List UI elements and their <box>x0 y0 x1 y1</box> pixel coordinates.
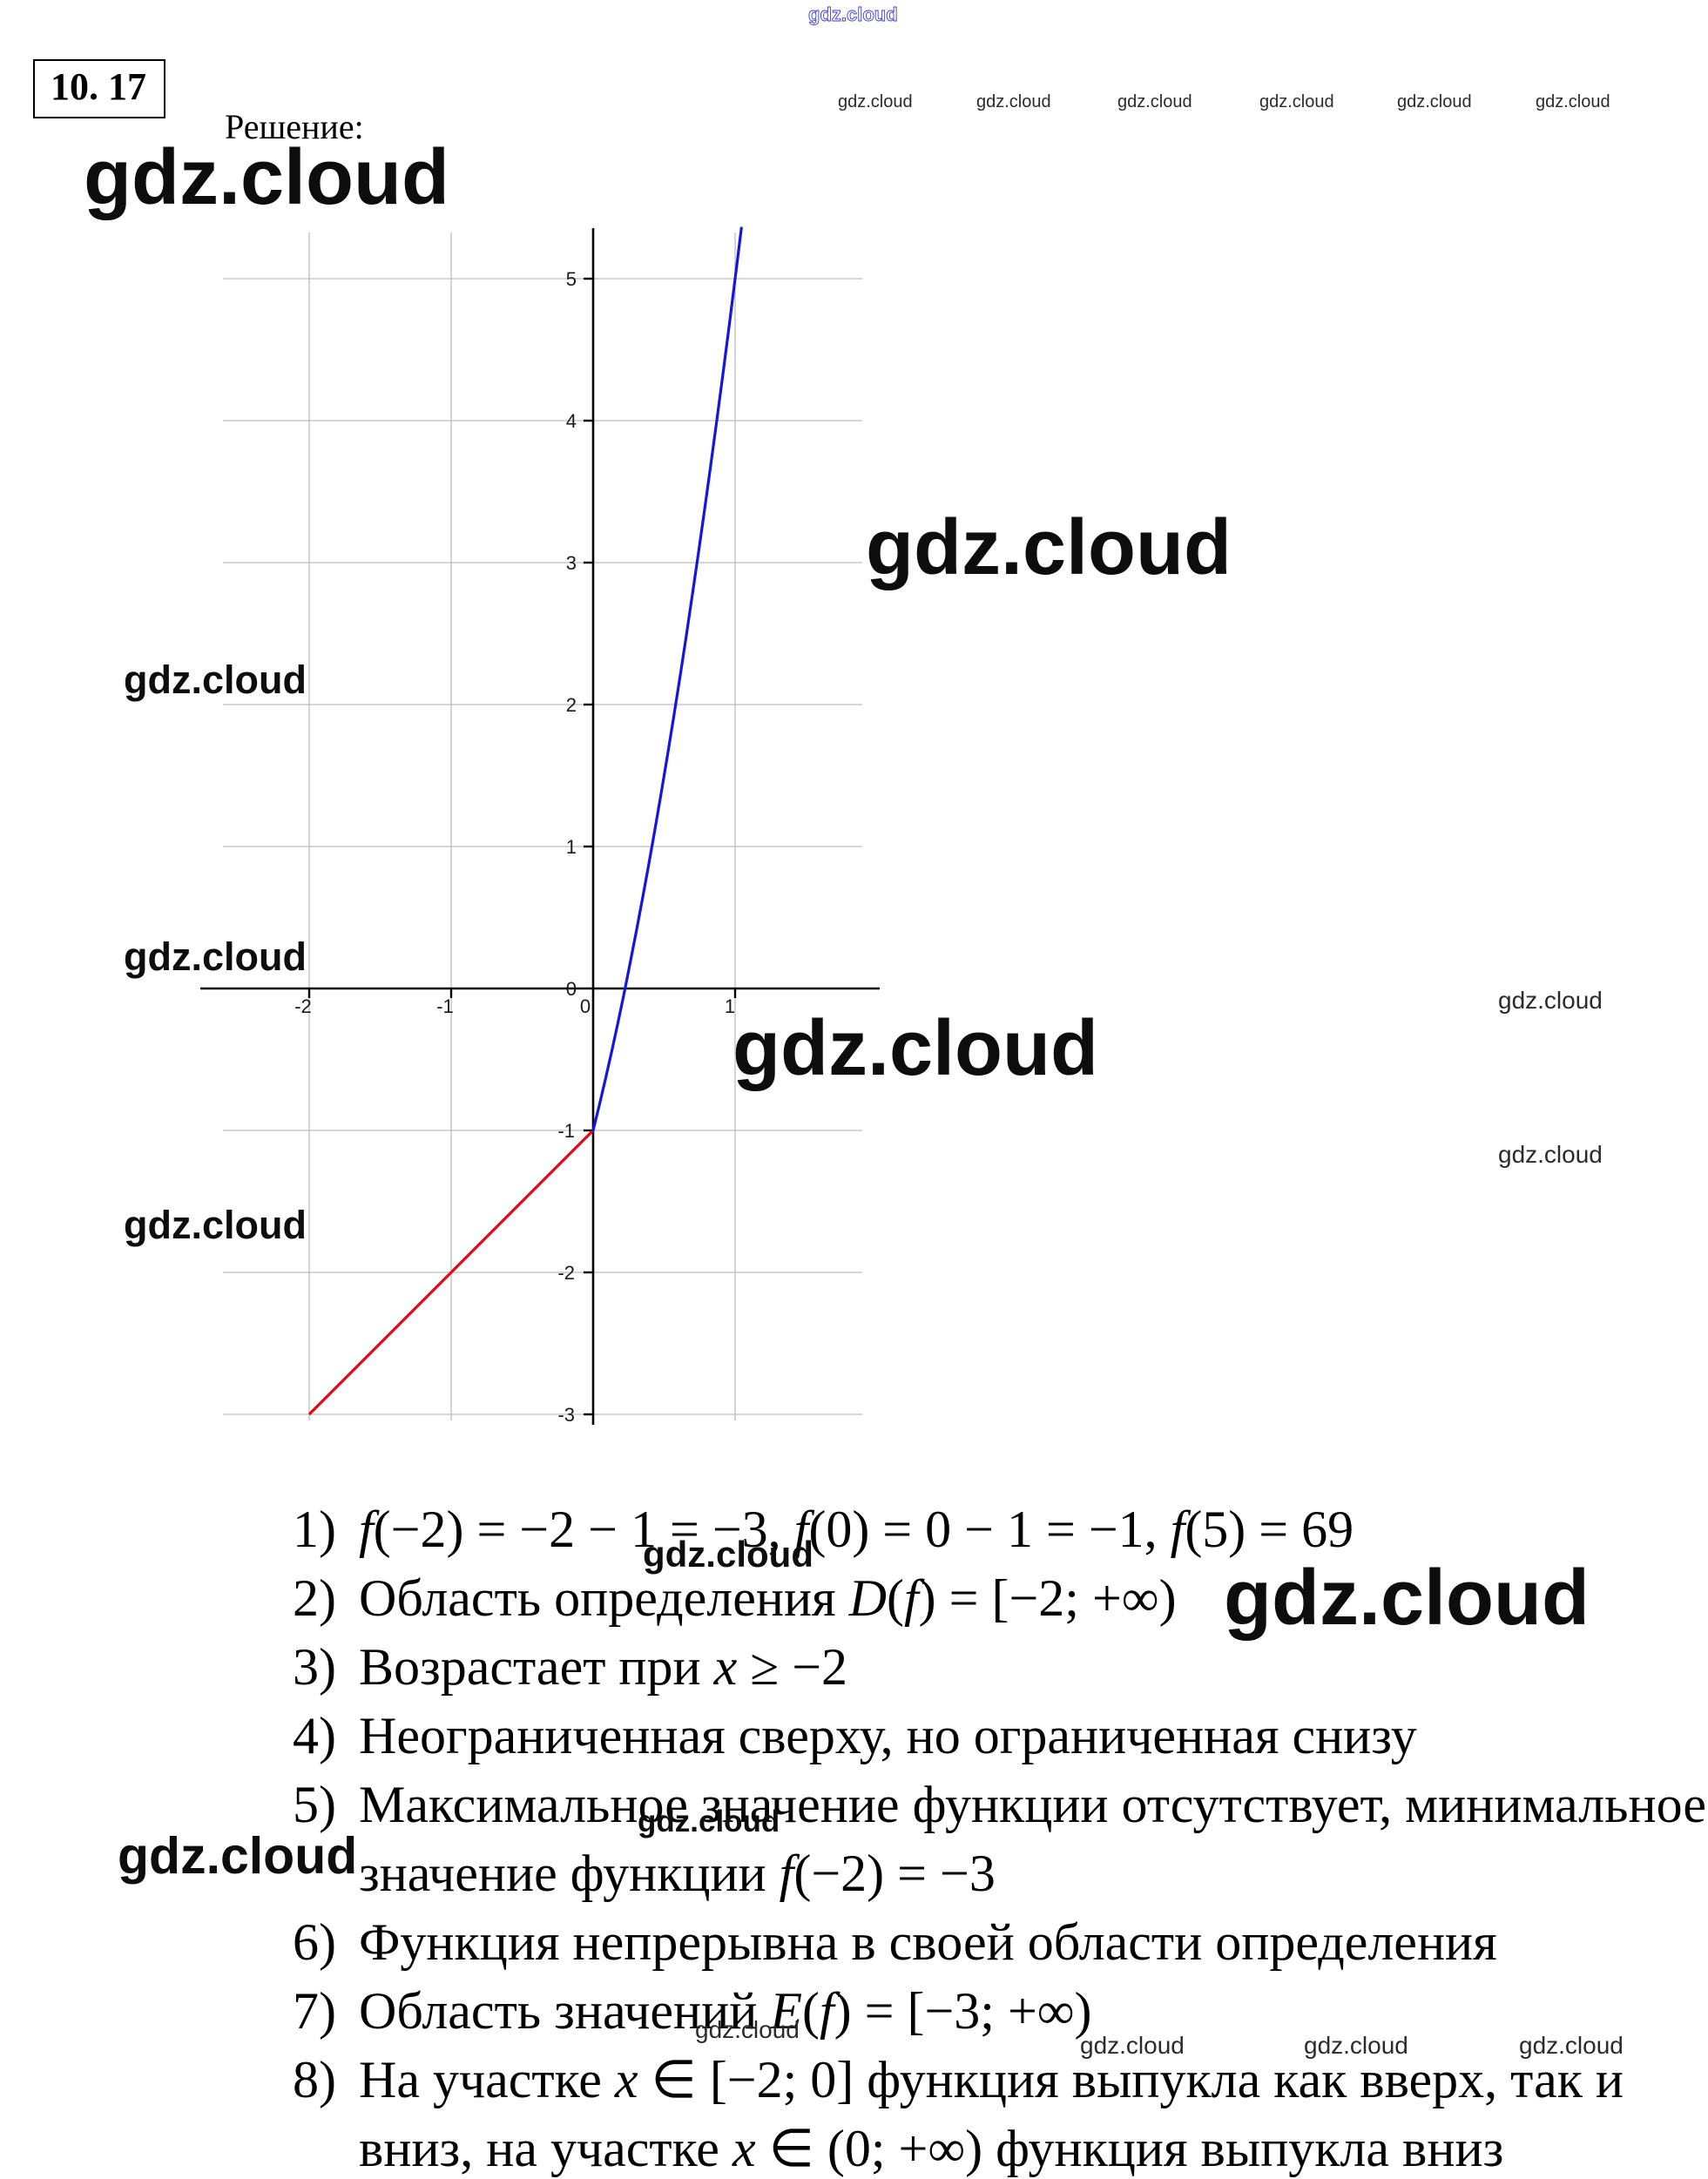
svg-text:0: 0 <box>580 995 591 1017</box>
svg-text:-2: -2 <box>557 1262 575 1284</box>
svg-text:1: 1 <box>566 836 577 858</box>
svg-text:0: 0 <box>566 978 577 1000</box>
svg-text:-1: -1 <box>436 995 454 1017</box>
svg-text:-3: -3 <box>557 1404 575 1426</box>
svg-text:2: 2 <box>566 694 577 716</box>
svg-text:4: 4 <box>566 410 577 432</box>
svg-text:-2: -2 <box>294 995 312 1017</box>
svg-text:1: 1 <box>725 995 735 1017</box>
svg-text:-1: -1 <box>557 1120 575 1142</box>
svg-text:5: 5 <box>566 268 577 290</box>
svg-text:3: 3 <box>566 552 577 574</box>
